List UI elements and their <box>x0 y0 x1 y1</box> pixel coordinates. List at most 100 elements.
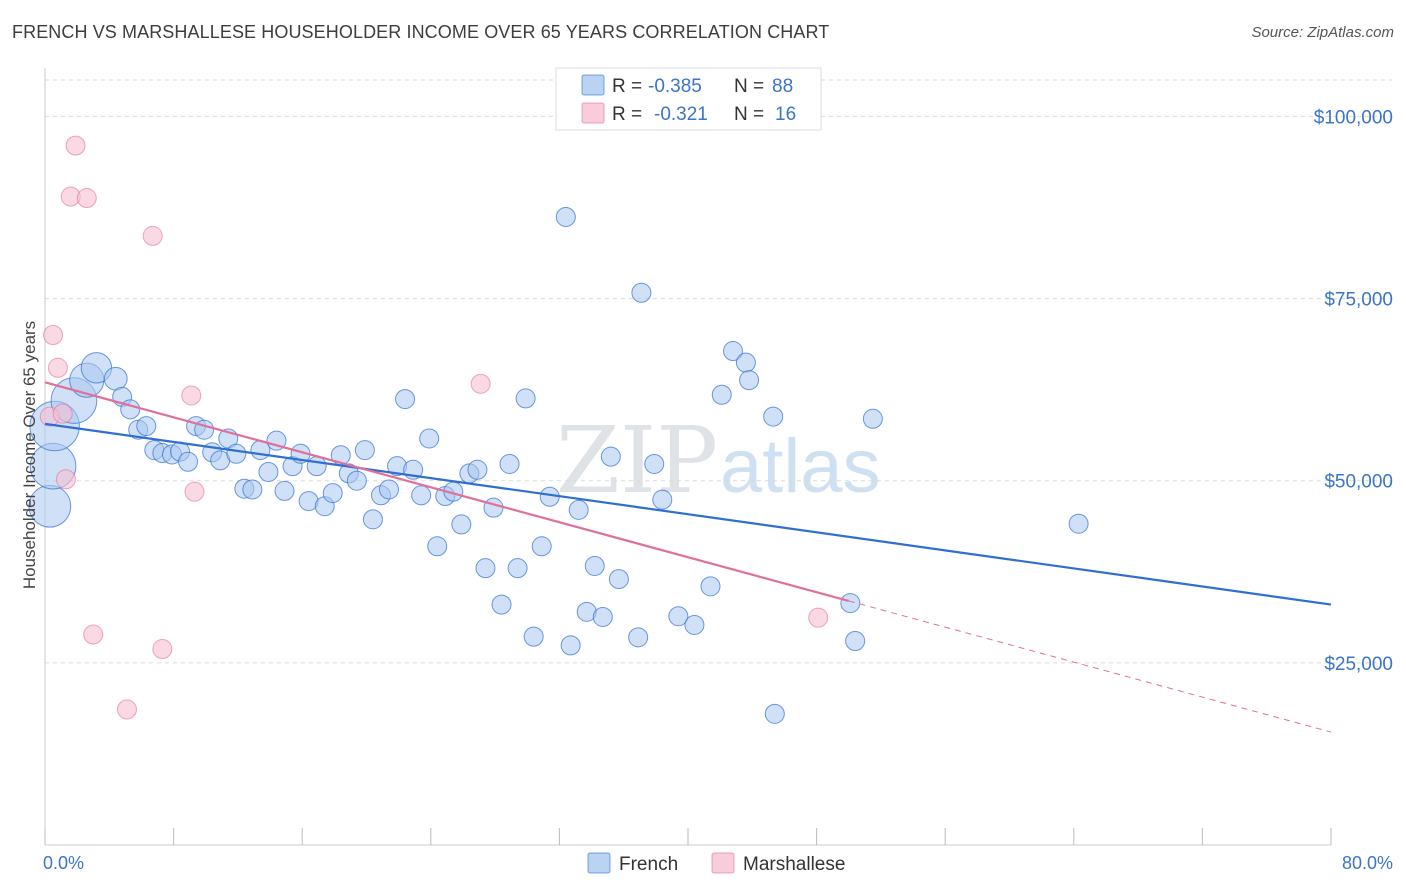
french-points <box>28 206 1089 724</box>
chart-title: FRENCH VS MARSHALLESE HOUSEHOLDER INCOME… <box>12 22 830 42</box>
french-point-72 <box>652 489 673 510</box>
french-point-10 <box>136 416 157 437</box>
french-point-40 <box>379 479 400 500</box>
french-point-55 <box>499 453 520 474</box>
french-point-81 <box>764 703 785 724</box>
french-point-61 <box>555 206 576 227</box>
french-point-26 <box>266 430 287 451</box>
stats-r-label-french: R = <box>612 76 642 97</box>
french-point-76 <box>711 384 732 405</box>
french-point-38 <box>362 509 383 530</box>
stats-n-value-marshallese: 16 <box>775 104 796 125</box>
marshallese-trend-line <box>44 381 850 602</box>
french-point-36 <box>346 470 367 491</box>
marshallese-point-9 <box>116 699 137 720</box>
tick-labels: $25,000 $50,000 $75,000 $100,000 0.0% 80.0% <box>43 107 1393 873</box>
legend-marshallese-label: Marshallese <box>743 854 845 875</box>
french-point-31 <box>306 456 327 477</box>
french-point-63 <box>568 499 589 520</box>
french-point-65 <box>584 555 605 576</box>
stats-legend: R = -0.385 N = 88 R = -0.321 N = 16 <box>555 67 822 131</box>
watermark-zip: ZIP <box>556 407 718 514</box>
french-point-71 <box>644 453 665 474</box>
marshallese-point-4 <box>55 469 76 490</box>
marshallese-point-10 <box>142 225 163 246</box>
marshallese-point-11 <box>152 639 173 660</box>
french-point-58 <box>523 626 544 647</box>
stats-n-label-french: N = <box>734 76 764 97</box>
french-point-75 <box>700 576 721 597</box>
legend-french-swatch <box>587 852 611 874</box>
french-point-37 <box>354 440 375 461</box>
marshallese-point-2 <box>47 357 68 378</box>
marshallese-points <box>39 135 829 720</box>
french-point-78 <box>735 352 756 373</box>
stats-r-value-french: -0.385 <box>648 76 702 97</box>
french-point-68 <box>608 569 629 590</box>
stats-r-label-marshallese: R = <box>612 104 642 125</box>
french-point-46 <box>427 536 448 557</box>
marshallese-point-13 <box>184 481 205 502</box>
french-point-77 <box>723 341 744 362</box>
marshallese-point-14 <box>470 373 491 394</box>
french-point-67 <box>600 446 621 467</box>
y-axis-title: Householder Income Over 65 years <box>20 321 39 589</box>
french-point-25 <box>258 461 279 482</box>
french-point-33 <box>322 483 343 504</box>
stats-n-label-marshallese: N = <box>734 104 764 125</box>
stats-legend-french-swatch <box>581 74 605 96</box>
french-point-56 <box>507 558 528 579</box>
stats-n-value-french: 88 <box>772 76 793 97</box>
french-point-44 <box>411 485 432 506</box>
marshallese-point-8 <box>83 624 104 645</box>
french-point-51 <box>467 459 488 480</box>
marshallese-point-12 <box>181 385 202 406</box>
french-point-70 <box>631 282 652 303</box>
x-tick-label-0: 0.0% <box>43 853 84 873</box>
french-point-42 <box>395 389 416 410</box>
french-point-69 <box>628 627 649 648</box>
french-trend-line <box>44 422 1332 606</box>
french-point-53 <box>483 497 504 518</box>
stats-legend-marshallese-swatch <box>581 102 605 124</box>
legend-marshallese-swatch <box>711 852 735 874</box>
watermark: ZIP atlas <box>556 407 881 514</box>
french-point-73 <box>668 606 689 627</box>
trend-lines <box>44 381 1332 733</box>
chart-source: Source: ZipAtlas.com <box>1251 24 1394 41</box>
french-point-79 <box>739 370 760 391</box>
french-point-66 <box>592 606 613 627</box>
french-point-74 <box>684 614 705 635</box>
french-point-21 <box>226 443 247 464</box>
grid <box>45 79 1392 664</box>
marshallese-point-1 <box>43 325 64 345</box>
french-point-57 <box>515 388 536 409</box>
marshallese-point-15 <box>808 607 829 628</box>
french-point-52 <box>475 558 496 579</box>
marshallese-point-3 <box>52 403 73 424</box>
french-point-27 <box>274 480 295 501</box>
french-point-59 <box>531 536 552 557</box>
french-point-49 <box>451 514 472 535</box>
french-point-62 <box>560 635 581 656</box>
series-legend: French Marshallese <box>587 852 845 875</box>
french-point-23 <box>242 479 263 500</box>
french-point-84 <box>862 408 883 429</box>
y-tick-label-2: $75,000 <box>1324 290 1393 311</box>
french-point-82 <box>840 593 861 614</box>
french-point-54 <box>491 594 512 615</box>
legend-french-label: French <box>619 854 678 875</box>
french-point-85 <box>1068 513 1089 534</box>
french-point-83 <box>845 631 866 651</box>
french-point-15 <box>178 451 199 472</box>
y-tick-label-3: $100,000 <box>1314 107 1393 128</box>
y-tick-label-0: $25,000 <box>1324 654 1393 675</box>
marshallese-point-6 <box>65 135 86 156</box>
french-point-6 <box>103 366 128 391</box>
french-point-45 <box>419 428 440 449</box>
stats-r-value-marshallese: -0.321 <box>654 104 708 125</box>
y-tick-label-1: $50,000 <box>1324 472 1393 493</box>
marshallese-trend-extension <box>848 600 1332 733</box>
marshallese-point-7 <box>76 188 97 209</box>
